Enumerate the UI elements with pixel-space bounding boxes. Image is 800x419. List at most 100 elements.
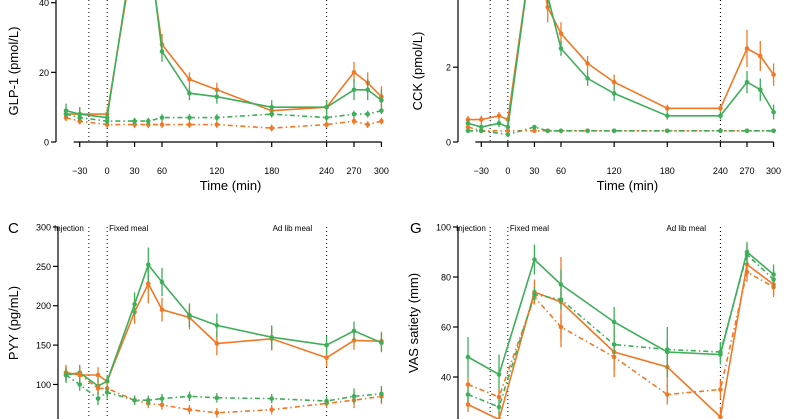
- glp1-x-tick-label: 180: [264, 166, 279, 176]
- cck-data-point: [585, 76, 590, 81]
- cck-data-point: [664, 113, 670, 119]
- cck-data-point: [744, 46, 750, 51]
- chart-glp1: 0 20 40 −30 0 30 60 120 180 240 270 300 Time (min) GL…: [6, 0, 389, 193]
- cck-data-point: [771, 128, 776, 134]
- pyy-data-point: [324, 342, 329, 348]
- glp1-x-tick-label: 240: [319, 166, 334, 176]
- vas-data-point: [532, 292, 537, 297]
- glp1-x-tick-label: 270: [346, 166, 361, 176]
- vas-data-point: [611, 319, 617, 325]
- vas-data-point: [718, 414, 723, 419]
- cck-data-point: [771, 72, 776, 77]
- cck-y-tick-label: 0: [446, 138, 451, 148]
- pyy-data-point: [351, 338, 357, 343]
- cck-y-tick-label: 2: [446, 63, 451, 73]
- vas-y-tick-label: 60: [441, 323, 451, 333]
- vas-data-point: [465, 382, 471, 387]
- cck-data-point: [496, 113, 502, 119]
- pyy-data-point: [187, 393, 192, 399]
- cck-data-point: [744, 79, 750, 85]
- glp1-y-tick-label: 40: [39, 0, 49, 8]
- glp1-data-point: [145, 118, 151, 124]
- pyy-y-tick-label: 150: [36, 341, 51, 351]
- glp1-x-axis-label: Time (min): [200, 178, 262, 193]
- cck-data-point: [505, 132, 511, 137]
- vas-data-point: [496, 372, 502, 377]
- glp1-data-point: [379, 108, 384, 113]
- glp1-data-point: [351, 87, 357, 93]
- pyy-data-point: [77, 371, 83, 377]
- vas-panel-letter: G: [410, 220, 422, 237]
- pyy-series-orange-dashed: [65, 371, 382, 414]
- cck-data-point: [465, 128, 471, 134]
- cck-data-point: [585, 61, 590, 66]
- pyy-data-point: [351, 328, 357, 334]
- pyy-data-point: [187, 407, 192, 412]
- glp1-data-point: [365, 111, 371, 117]
- pyy-data-point: [269, 334, 275, 340]
- glp1-data-point: [187, 77, 192, 82]
- glp1-data-point: [351, 70, 357, 75]
- vas-series-orange-solid: [467, 263, 775, 419]
- cck-data-point: [558, 31, 564, 36]
- cck-data-point: [771, 109, 776, 115]
- pyy-data-point: [104, 379, 110, 384]
- glp1-data-point: [324, 115, 329, 120]
- glp1-data-point: [324, 104, 329, 110]
- vas-data-point: [718, 349, 723, 355]
- vas-data-point: [558, 297, 564, 302]
- pyy-series-green-dashed: [65, 374, 382, 402]
- cck-data-point: [664, 106, 670, 111]
- chart-pyy: 100 150 200 250 300 PYY (pg/mL) C Injection Fixe…: [6, 220, 384, 419]
- cck-data-point: [532, 124, 537, 130]
- chart-vas: 40 60 80 100 VAS satiety (mm) G Injection Fixed…: [406, 220, 776, 419]
- pyy-data-point: [159, 279, 165, 285]
- cck-data-point: [545, 128, 551, 134]
- cck-data-point: [585, 128, 590, 134]
- glp1-data-point: [104, 118, 110, 124]
- vas-data-point: [496, 404, 502, 410]
- cck-data-point: [611, 91, 617, 96]
- glp1-data-point: [379, 118, 384, 124]
- glp1-data-point: [187, 122, 192, 127]
- pyy-data-point: [104, 390, 110, 395]
- pyy-data-point: [351, 393, 357, 399]
- glp1-series-orange-dashed: [65, 116, 382, 129]
- glp1-data-point: [63, 111, 69, 117]
- glp1-data-point: [104, 115, 110, 120]
- glp1-data-point: [324, 122, 329, 127]
- vas-data-point: [465, 354, 471, 360]
- cck-x-tick-label: 270: [739, 166, 754, 176]
- pyy-panel-letter: C: [8, 220, 19, 237]
- cck-data-point: [611, 79, 617, 85]
- glp1-series-green-solid: [65, 0, 382, 119]
- glp1-x-tick-label: 30: [130, 166, 140, 176]
- glp1-data-point: [269, 104, 275, 110]
- cck-data-point: [718, 113, 723, 119]
- vas-data-point: [465, 392, 471, 397]
- glp1-x-tick-label: 0: [105, 166, 110, 176]
- glp1-data-point: [379, 97, 384, 103]
- pyy-data-point: [132, 397, 137, 403]
- vas-data-point: [744, 269, 750, 275]
- cck-x-tick-label: 0: [505, 166, 510, 176]
- cck-data-point: [744, 128, 750, 134]
- chart-cck: 0 2 −30 0 30 60 120 180 240 270 300 Time (min) CCK (…: [410, 0, 781, 193]
- glp1-data-point: [351, 118, 357, 124]
- pyy-data-point: [379, 340, 384, 346]
- pyy-data-point: [145, 397, 151, 403]
- pyy-data-point: [95, 372, 101, 378]
- cck-data-point: [505, 128, 511, 134]
- cck-data-point: [478, 124, 484, 130]
- cck-data-point: [757, 53, 763, 59]
- glp1-data-point: [269, 111, 275, 117]
- vas-y-axis-label: VAS satiety (mm): [406, 273, 421, 373]
- glp1-data-point: [269, 125, 275, 131]
- glp1-x-tick-label: 60: [157, 166, 167, 176]
- cck-data-point: [478, 117, 484, 122]
- cck-series-green-solid: [467, 0, 775, 129]
- cck-x-tick-label: 180: [660, 166, 675, 176]
- vas-data-point: [611, 354, 617, 360]
- glp1-data-point: [132, 118, 137, 124]
- pyy-data-point: [145, 262, 151, 268]
